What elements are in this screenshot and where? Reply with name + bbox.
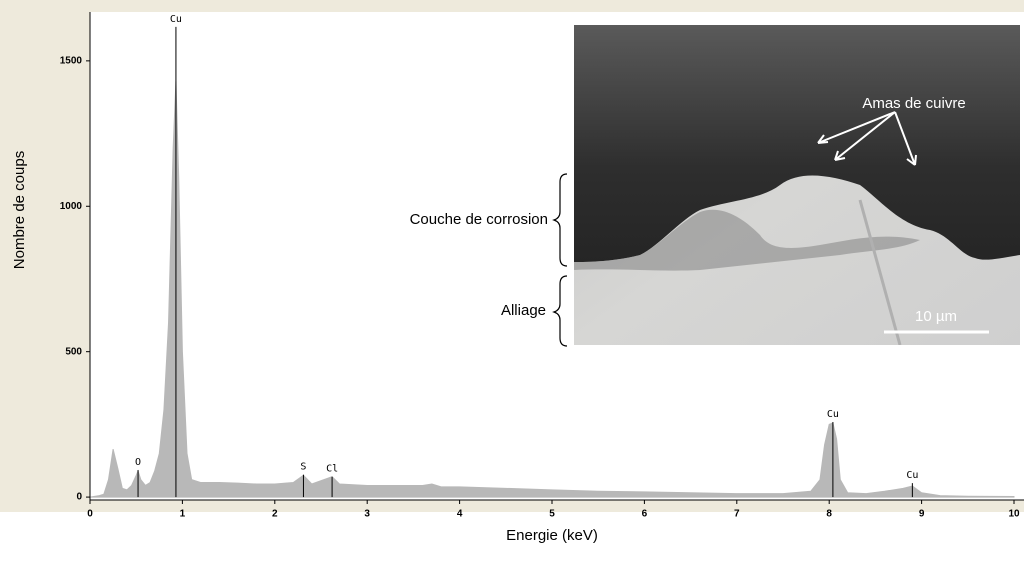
peak-label: S — [300, 462, 306, 473]
corrosion-region — [574, 25, 1020, 262]
annotation: Alliage — [501, 302, 546, 319]
y-axis-label: Nombre de coups — [11, 151, 28, 269]
x-tick-label: 1 — [180, 509, 186, 520]
x-tick-label: 10 — [1008, 509, 1020, 520]
x-tick-label: 8 — [826, 509, 832, 520]
braces — [552, 173, 568, 347]
peak-label: Cu — [906, 470, 918, 481]
x-tick-label: 6 — [642, 509, 648, 520]
annotation: Amas de cuivre — [862, 95, 965, 112]
x-tick-label: 3 — [364, 509, 370, 520]
x-tick-label: 7 — [734, 509, 740, 520]
y-tick-label: 500 — [65, 346, 82, 357]
peak-label: Cu — [170, 14, 182, 25]
annotation: 10 µm — [915, 308, 957, 325]
transition-zone — [574, 209, 920, 271]
y-tick-label: 0 — [76, 492, 82, 503]
x-tick-label: 5 — [549, 509, 555, 520]
x-tick-label: 4 — [457, 509, 463, 520]
inset-image — [574, 25, 1020, 345]
peak-label: Cl — [326, 464, 338, 475]
annotation: Couche de corrosion — [410, 211, 548, 228]
x-tick-label: 9 — [919, 509, 925, 520]
y-tick-label: 1500 — [60, 55, 83, 66]
scratch — [858, 199, 902, 345]
peak-label: O — [135, 457, 141, 468]
y-tick-label: 1000 — [60, 201, 83, 212]
x-tick-label: 0 — [87, 509, 93, 520]
arrows — [817, 111, 917, 166]
x-axis-label: Energie (keV) — [506, 527, 598, 544]
spectrum-area — [89, 81, 1015, 498]
x-tick-label: 2 — [272, 509, 278, 520]
peak-label: Cu — [827, 409, 839, 420]
